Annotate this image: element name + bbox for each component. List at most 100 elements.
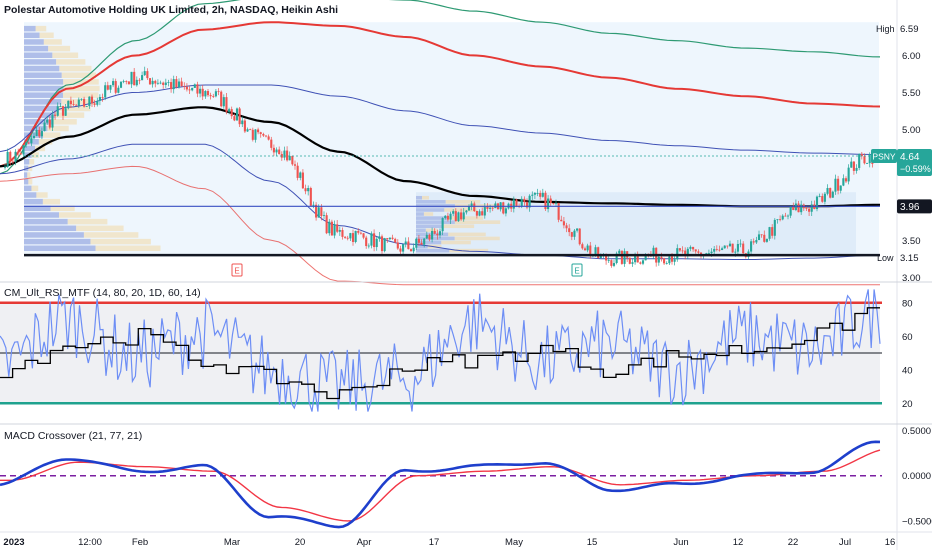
rsi-line — [0, 289, 881, 412]
candle-body — [80, 98, 83, 100]
candle-body — [826, 188, 829, 194]
candle-body — [98, 97, 101, 101]
candle-body — [673, 259, 676, 262]
volume-profile-bar — [24, 72, 62, 78]
candle-body — [428, 234, 431, 240]
candle-body — [380, 236, 384, 252]
volume-profile-background — [416, 192, 856, 257]
low-label: Low — [877, 253, 894, 263]
candle-body — [533, 193, 536, 195]
volume-profile-bar — [27, 172, 31, 178]
candle-body — [394, 238, 397, 243]
candle-body — [486, 207, 489, 209]
candle-body — [860, 153, 863, 157]
candle-body — [46, 119, 49, 123]
candle-body — [262, 133, 265, 136]
candle-body — [54, 114, 57, 116]
candle-body — [692, 246, 695, 250]
candle-body — [51, 114, 54, 128]
candle-body — [249, 129, 252, 131]
candle-body — [167, 82, 170, 83]
lower-inner-band — [0, 143, 881, 260]
candle-body — [462, 212, 465, 220]
candle-body — [423, 238, 426, 245]
candle-body — [3, 167, 7, 168]
candle-body — [164, 82, 167, 85]
candle-body — [765, 238, 768, 242]
candle-body — [214, 91, 217, 97]
candle-body — [125, 81, 128, 83]
candle-body — [362, 233, 365, 238]
candle-body — [779, 219, 782, 221]
candle-body — [83, 98, 86, 107]
candle-body — [233, 116, 236, 121]
candle-body — [676, 248, 679, 260]
candle-body — [773, 219, 776, 236]
volume-profile-bar — [416, 208, 445, 212]
candle-body — [77, 99, 80, 106]
candle-body — [528, 195, 531, 208]
candle-body — [544, 192, 547, 210]
candle-body — [657, 256, 660, 263]
candle-body — [850, 161, 853, 168]
volume-profile-bar — [43, 132, 61, 138]
candle-body — [457, 212, 460, 222]
candle-body — [636, 255, 639, 263]
candle-body — [810, 204, 813, 212]
candle-body — [117, 87, 120, 93]
volume-profile-bar — [24, 225, 77, 232]
candle-body — [367, 245, 370, 247]
last-price-tag — [897, 149, 932, 176]
volume-profile-bar — [24, 25, 36, 32]
candle-body — [475, 211, 478, 216]
candle-body — [852, 161, 855, 171]
candle-body — [183, 86, 186, 87]
candle-body — [581, 244, 584, 249]
candle-body — [322, 215, 326, 216]
volume-profile-bar — [24, 125, 48, 132]
candle-body — [228, 109, 231, 112]
candle-body — [531, 194, 534, 196]
candle-body — [407, 241, 410, 250]
volume-profile-bar — [24, 99, 62, 105]
candle-body — [610, 260, 613, 266]
candle-body — [866, 163, 869, 164]
symbol-tag — [871, 149, 897, 163]
candle-body — [301, 172, 304, 189]
candle-body — [565, 225, 568, 229]
candle-body — [552, 203, 555, 204]
candle-body — [800, 204, 803, 213]
candle-body — [267, 136, 270, 140]
candle-body — [615, 253, 618, 264]
volume-profile-bar — [445, 200, 481, 204]
candle-body — [373, 233, 376, 248]
candle-body — [317, 207, 320, 218]
candle-body — [821, 196, 824, 202]
support-price-tag — [897, 199, 932, 214]
candle-body — [465, 210, 468, 213]
volume-profile-bar — [24, 112, 56, 118]
candle-body — [818, 196, 821, 197]
time-axis-tick: Mar — [224, 537, 240, 548]
symbol-label: PSNY — [872, 152, 895, 162]
price-axis-tick: 5.00 — [902, 125, 921, 136]
candle-body — [383, 238, 386, 252]
earnings-marker-label: E — [574, 267, 579, 276]
volume-profile-bar — [24, 158, 30, 165]
candle-body — [660, 256, 663, 259]
candle-body — [652, 247, 655, 257]
candle-body — [243, 120, 246, 132]
volume-profile-bar — [422, 195, 429, 200]
volume-profile-bar — [24, 218, 68, 225]
volume-profile-bar — [95, 245, 161, 252]
volume-profile-bar — [28, 178, 33, 185]
candle-body — [241, 120, 244, 125]
candle-body — [135, 79, 138, 86]
upper-inner-band — [0, 84, 880, 155]
candle-body — [623, 251, 626, 264]
macd-axis-tick: −0.5000 — [902, 516, 932, 527]
candle-body — [35, 129, 38, 136]
candle-body — [315, 204, 318, 218]
candle-body — [283, 150, 286, 158]
volume-profile-bar — [24, 178, 29, 185]
